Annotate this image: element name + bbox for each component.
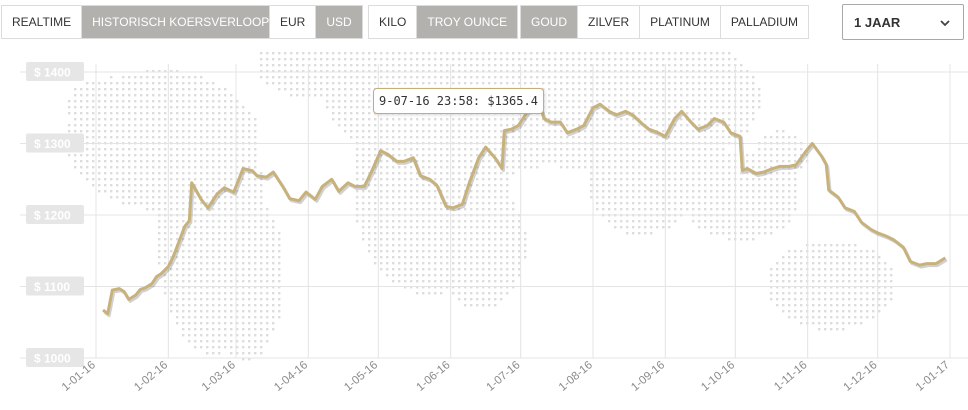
mode-toggle-group: REALTIME HISTORISCH KOERSVERLOOP <box>1 5 281 39</box>
silver-button[interactable]: ZILVER <box>578 6 641 38</box>
x-tick-label: 1-07-16 <box>485 359 523 394</box>
period-select[interactable]: 1 JAAR <box>842 4 964 40</box>
currency-toggle-group: EUR USD <box>269 5 363 39</box>
x-tick-label: 1-11-16 <box>772 359 809 393</box>
y-tick-label: $ 1000 <box>34 352 71 366</box>
price-line-shadow <box>103 97 948 318</box>
x-tick-label: 1-04-16 <box>272 359 310 394</box>
y-tick-label-bg <box>26 133 84 153</box>
y-tick-label: $ 1300 <box>34 137 71 151</box>
hover-tooltip: 9-07-16 23:58: $1365.4 <box>373 88 544 114</box>
troy-ounce-button[interactable]: TROY OUNCE <box>417 6 518 38</box>
price-series <box>102 95 948 318</box>
realtime-button[interactable]: REALTIME <box>2 6 83 38</box>
y-tick-label-bg <box>26 205 84 224</box>
x-tick-label: 1-02-16 <box>132 359 170 394</box>
x-tick-label: 1-10-16 <box>699 359 737 394</box>
kilo-button[interactable]: KILO <box>369 6 418 38</box>
chevron-down-icon <box>940 20 950 27</box>
y-axis-labels: $ 1000 $ 1100 $ 1200 $ 1300 $ 1400 <box>26 62 84 367</box>
x-tick-label: 1-09-16 <box>629 359 667 394</box>
y-tick-label: $ 1100 <box>34 280 70 294</box>
y-tick-label: $ 1200 <box>34 209 71 223</box>
x-tick-label: 1-12-16 <box>842 359 880 394</box>
x-tick-label: 1-05-16 <box>342 359 380 394</box>
eur-button[interactable]: EUR <box>270 6 317 38</box>
platinum-button[interactable]: PLATINUM <box>640 6 721 38</box>
x-axis-labels: 1-01-16 1-02-16 1-03-16 1-04-16 1-05-16 1-06-… <box>60 359 952 394</box>
y-tick-label-bg <box>26 276 84 296</box>
x-tick-label: 1-03-16 <box>200 359 238 394</box>
metal-toggle-group: GOUD ZILVER PLATINUM PALLADIUM <box>520 5 810 39</box>
gold-button[interactable]: GOUD <box>521 6 578 38</box>
historical-button[interactable]: HISTORISCH KOERSVERLOOP <box>82 6 280 38</box>
y-tick-label-bg <box>26 348 84 367</box>
unit-toggle-group: KILO TROY OUNCE <box>368 5 519 39</box>
y-tick-label: $ 1400 <box>34 66 71 80</box>
period-select-value: 1 JAAR <box>854 15 901 30</box>
y-tick-label-bg <box>26 62 84 81</box>
price-line[interactable] <box>102 95 947 316</box>
x-tick-label: 1-01-17 <box>914 359 952 394</box>
x-tick-label: 1-08-16 <box>557 359 595 394</box>
x-tick-label: 1-06-16 <box>415 359 453 394</box>
usd-button[interactable]: USD <box>316 6 362 38</box>
palladium-button[interactable]: PALLADIUM <box>720 6 809 38</box>
